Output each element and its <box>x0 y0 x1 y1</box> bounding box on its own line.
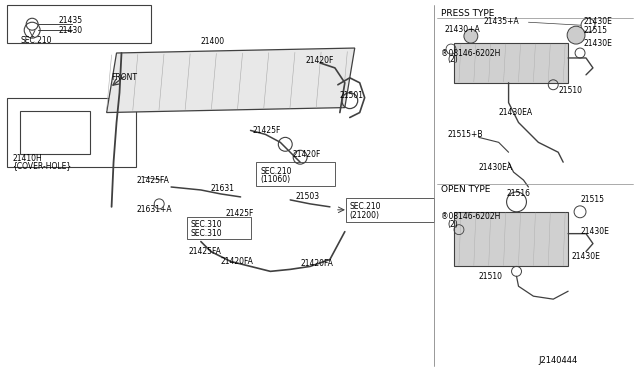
Text: FRONT: FRONT <box>111 73 138 82</box>
Text: 21430E: 21430E <box>583 17 612 26</box>
Text: 21430E: 21430E <box>580 227 609 236</box>
Text: SEC.310: SEC.310 <box>191 229 223 238</box>
Text: PRESS TYPE: PRESS TYPE <box>441 9 495 18</box>
Text: 21430+A: 21430+A <box>444 25 480 34</box>
Text: 21420F: 21420F <box>292 150 321 159</box>
Text: 21425F: 21425F <box>226 209 254 218</box>
Text: 21400: 21400 <box>201 36 225 46</box>
Text: 21425FA: 21425FA <box>189 247 222 256</box>
Text: 21501: 21501 <box>340 91 364 100</box>
Text: OPEN TYPE: OPEN TYPE <box>441 186 490 195</box>
Text: SEC.210: SEC.210 <box>20 36 52 45</box>
Text: ®08146-6202H: ®08146-6202H <box>441 48 500 58</box>
Text: SEC.210: SEC.210 <box>350 202 381 211</box>
Text: 21425FA: 21425FA <box>136 176 169 185</box>
Text: SEC.210: SEC.210 <box>260 167 292 176</box>
Text: 21425F: 21425F <box>253 126 281 135</box>
Text: 21420FA: 21420FA <box>300 259 333 268</box>
Text: 21515: 21515 <box>583 26 607 35</box>
Text: 21430EA: 21430EA <box>499 108 532 117</box>
Bar <box>7 5 151 43</box>
Text: 21510: 21510 <box>558 86 582 95</box>
Polygon shape <box>454 212 568 266</box>
Text: (21200): (21200) <box>350 211 380 220</box>
Text: SEC.310: SEC.310 <box>191 220 223 229</box>
Text: (2): (2) <box>447 55 458 64</box>
Text: 21631: 21631 <box>211 185 235 193</box>
Polygon shape <box>454 43 568 83</box>
Text: 21503: 21503 <box>295 192 319 201</box>
Text: 21420F: 21420F <box>305 57 333 65</box>
Text: 21430: 21430 <box>59 26 83 35</box>
Bar <box>7 98 136 167</box>
Text: 21430E: 21430E <box>583 39 612 48</box>
Circle shape <box>464 29 478 43</box>
Text: ®08146-6202H: ®08146-6202H <box>441 212 500 221</box>
Text: 21516: 21516 <box>507 189 531 198</box>
Text: {COVER-HOLE}: {COVER-HOLE} <box>12 161 72 170</box>
Text: 21435: 21435 <box>59 16 83 25</box>
Circle shape <box>567 26 585 44</box>
Text: 21515: 21515 <box>580 195 604 204</box>
Text: 21430EA: 21430EA <box>479 163 513 171</box>
Text: J2140444: J2140444 <box>538 356 578 365</box>
Bar <box>20 110 90 154</box>
Polygon shape <box>107 48 355 113</box>
Text: 21515+B: 21515+B <box>447 130 483 139</box>
Text: 21435+A: 21435+A <box>484 17 520 26</box>
Text: 21510: 21510 <box>479 272 503 281</box>
Text: 21631+A: 21631+A <box>136 205 172 214</box>
Text: (2): (2) <box>447 220 458 229</box>
Text: 21420FA: 21420FA <box>221 257 253 266</box>
Text: 21410H: 21410H <box>12 154 42 163</box>
Text: 21430E: 21430E <box>571 252 600 261</box>
Text: (11060): (11060) <box>260 174 291 183</box>
